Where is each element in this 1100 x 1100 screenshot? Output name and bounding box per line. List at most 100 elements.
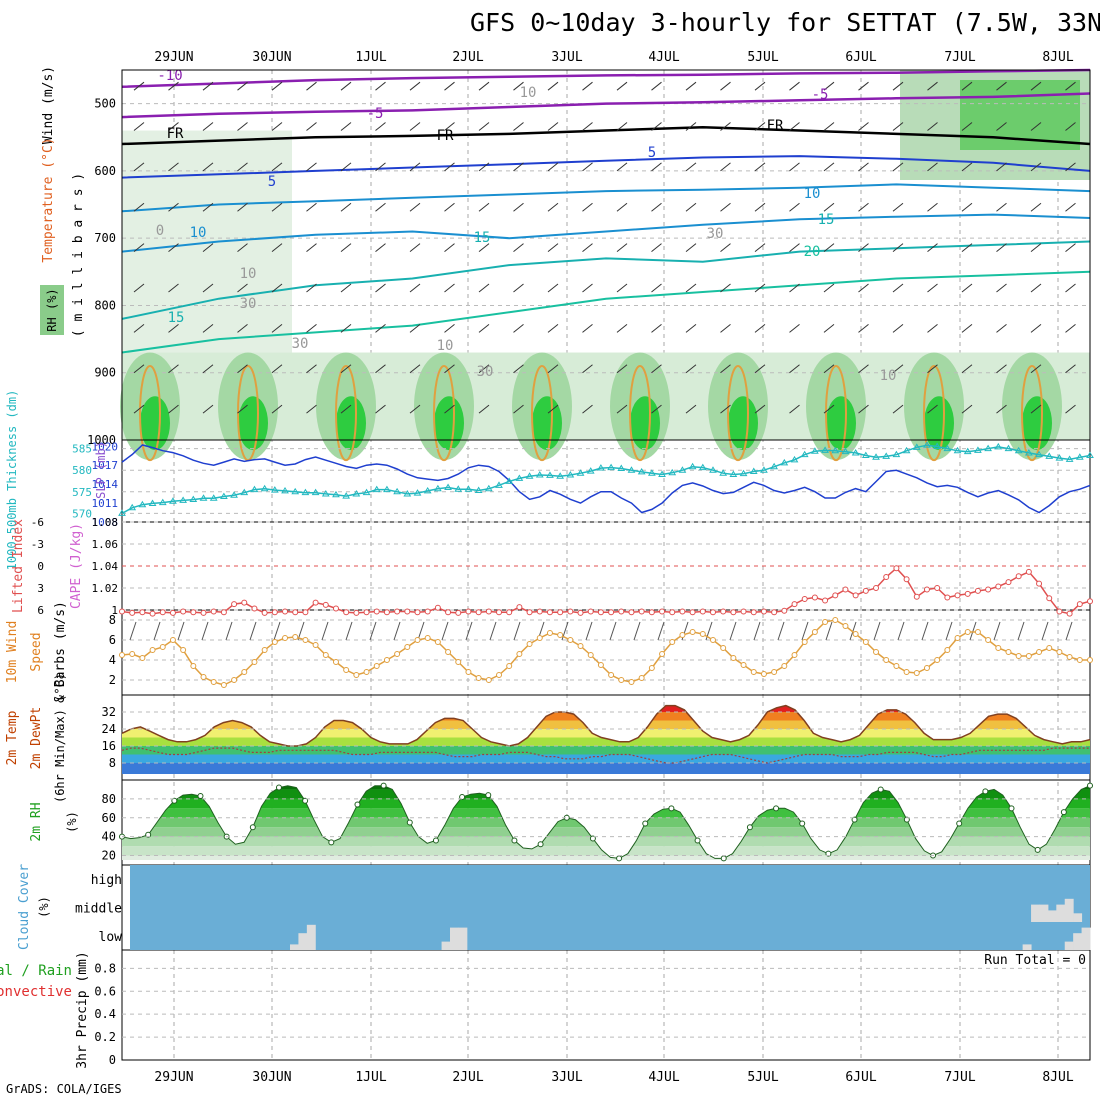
wind-barb xyxy=(892,202,904,212)
lifted-index-point xyxy=(506,609,513,616)
lifted-index-line xyxy=(121,567,1091,615)
wind-speed-point xyxy=(516,651,523,657)
rh-shade xyxy=(1022,396,1052,451)
wind-barb xyxy=(375,162,386,172)
date-label-top: 2JUL xyxy=(452,50,483,65)
thickness-point xyxy=(749,467,758,475)
surface-wind-barb xyxy=(369,621,377,641)
wind-speed-point xyxy=(394,651,401,657)
thickness-point xyxy=(617,464,626,471)
lifted-index-point xyxy=(964,590,971,597)
wind-speed-point xyxy=(1015,653,1022,659)
convective-contour xyxy=(825,365,847,462)
wind-barb xyxy=(202,404,214,414)
wind-speed-point xyxy=(893,663,900,669)
thickness-point xyxy=(790,455,799,463)
wind-barb xyxy=(961,323,973,333)
lifted-index-point xyxy=(608,609,615,616)
wind-barb xyxy=(651,202,662,212)
cloud-percent-axis-label: (%) xyxy=(37,896,51,918)
thickness-point xyxy=(291,487,300,495)
wind-barb xyxy=(651,81,662,91)
wind-barb xyxy=(582,364,593,374)
wind-speed-point xyxy=(567,637,574,643)
wind-barb xyxy=(927,122,938,131)
wind-barb xyxy=(478,364,490,374)
surface-wind-barb xyxy=(153,621,161,641)
pressure-tick-label: 1000 xyxy=(87,433,116,447)
wind-speed-point xyxy=(424,635,431,641)
thickness-point xyxy=(546,471,554,478)
lifted-index-point xyxy=(669,609,676,616)
lifted-index-point xyxy=(180,608,187,615)
lifted-index-point xyxy=(557,609,564,616)
wind-barb xyxy=(616,81,628,91)
wind-barb xyxy=(1065,243,1076,253)
wind-barbs-axis-label: & Barbs (m/s) xyxy=(53,601,68,703)
surface-wind-barb xyxy=(873,621,881,641)
wind-barb xyxy=(168,243,179,253)
cloud-bar-low xyxy=(1073,933,1083,950)
convective-contour xyxy=(923,365,945,462)
thickness-point xyxy=(148,499,157,506)
lifted-index-point xyxy=(985,586,992,593)
cloud-bar-low xyxy=(298,933,308,950)
wind-speed-axis-label: Speed xyxy=(29,632,44,671)
contour-label: 5 xyxy=(648,145,656,161)
thickness-point xyxy=(882,452,891,459)
wind-speed-point xyxy=(1025,653,1032,659)
wind-barb xyxy=(685,364,697,374)
convective-contour xyxy=(727,365,749,462)
wind-barb xyxy=(651,323,662,333)
wind-speed-point xyxy=(1066,654,1073,660)
wind-barb xyxy=(651,122,662,131)
thickness-point xyxy=(627,466,636,473)
thickness-point xyxy=(688,462,697,470)
wind-barb xyxy=(996,202,1007,212)
lifted-index-point xyxy=(1025,568,1032,575)
wind-speed-point xyxy=(159,644,166,650)
temp-band xyxy=(122,746,1090,755)
surface-wind-barb xyxy=(633,621,641,641)
wind-barb xyxy=(444,122,455,131)
thickness-point xyxy=(912,443,921,450)
lifted-index-point xyxy=(883,574,890,580)
wind-barb xyxy=(927,243,938,253)
wind-barb xyxy=(513,162,524,172)
slp-tick-label: 1008 xyxy=(92,516,119,529)
wind-speed-point xyxy=(200,674,207,680)
wind-axis-label: Wind (m/s) xyxy=(41,66,56,144)
wind-speed-point xyxy=(526,641,533,647)
thickness-point xyxy=(260,484,269,492)
wind-speed-point xyxy=(546,630,553,636)
wind-barb xyxy=(375,283,386,293)
lifted-index-point xyxy=(434,604,441,611)
wind-barb xyxy=(202,162,214,172)
lifted-index-point xyxy=(893,565,900,572)
rh2m-point xyxy=(642,820,649,827)
wind-barb xyxy=(444,323,455,333)
thickness-point xyxy=(413,489,422,496)
wind-barb xyxy=(616,202,628,212)
thickness-point xyxy=(892,450,901,458)
wind-barb xyxy=(927,283,938,293)
wind-barb xyxy=(892,364,904,374)
wind-barb xyxy=(996,122,1007,131)
lifted-index-point xyxy=(628,609,635,616)
wind-barb xyxy=(685,283,697,293)
wind-barb xyxy=(513,364,524,374)
surface-wind-barb xyxy=(609,621,617,641)
lifted-index-point xyxy=(709,609,716,616)
wind-barb xyxy=(202,81,214,91)
lifted-index-point xyxy=(995,583,1002,590)
wind-barb xyxy=(616,283,628,293)
wind-barb xyxy=(133,283,145,293)
wind-speed-point xyxy=(934,657,941,663)
wind-speed-point xyxy=(852,631,859,637)
wind-barb xyxy=(271,162,283,172)
wind-barb xyxy=(1065,404,1076,414)
wind-speed-point xyxy=(659,651,666,657)
thickness-point xyxy=(994,442,1003,450)
wind-barb xyxy=(685,162,697,172)
wind-barb xyxy=(375,364,386,374)
